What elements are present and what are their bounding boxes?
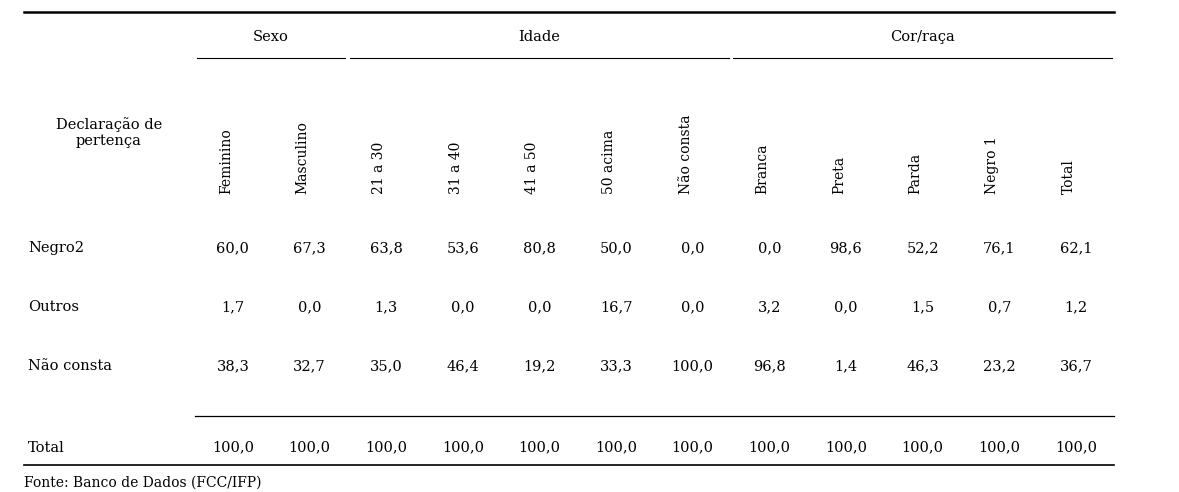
Text: 1,7: 1,7 (222, 301, 244, 314)
Text: Negro 1: Negro 1 (986, 136, 999, 194)
Text: 33,3: 33,3 (600, 359, 632, 373)
Text: 16,7: 16,7 (600, 301, 632, 314)
Text: Total: Total (28, 440, 65, 455)
Text: 0,0: 0,0 (528, 301, 551, 314)
Text: 52,2: 52,2 (907, 242, 938, 255)
Text: Masculino: Masculino (296, 122, 309, 194)
Text: 31 a 40: 31 a 40 (449, 142, 462, 194)
Text: 46,4: 46,4 (447, 359, 479, 373)
Text: 100,0: 100,0 (672, 359, 713, 373)
Text: 41 a 50: 41 a 50 (526, 142, 539, 194)
Text: 100,0: 100,0 (289, 440, 330, 455)
Text: 21 a 30: 21 a 30 (373, 142, 386, 194)
Text: Sexo: Sexo (253, 30, 289, 44)
Text: 0,0: 0,0 (835, 301, 857, 314)
Text: Negro2: Negro2 (28, 242, 84, 255)
Text: Cor/raça: Cor/raça (890, 30, 955, 44)
Text: 0,0: 0,0 (298, 301, 321, 314)
Text: 38,3: 38,3 (217, 359, 249, 373)
Text: Não consta: Não consta (679, 115, 692, 194)
Text: 100,0: 100,0 (749, 440, 790, 455)
Text: 100,0: 100,0 (902, 440, 943, 455)
Text: 19,2: 19,2 (523, 359, 555, 373)
Text: Idade: Idade (519, 30, 560, 44)
Text: Feminino: Feminino (219, 128, 232, 194)
Text: 50 acima: 50 acima (602, 130, 615, 194)
Text: 0,7: 0,7 (988, 301, 1010, 314)
Text: Não consta: Não consta (28, 359, 112, 373)
Text: 100,0: 100,0 (825, 440, 867, 455)
Text: 0,0: 0,0 (681, 242, 704, 255)
Text: 98,6: 98,6 (830, 242, 862, 255)
Text: 100,0: 100,0 (519, 440, 560, 455)
Text: 36,7: 36,7 (1060, 359, 1092, 373)
Text: 100,0: 100,0 (442, 440, 483, 455)
Text: 100,0: 100,0 (595, 440, 637, 455)
Text: Fonte: Banco de Dados (FCC/IFP): Fonte: Banco de Dados (FCC/IFP) (24, 476, 261, 490)
Text: 35,0: 35,0 (370, 359, 402, 373)
Text: 1,3: 1,3 (375, 301, 397, 314)
Text: 100,0: 100,0 (672, 440, 713, 455)
Text: 96,8: 96,8 (753, 359, 785, 373)
Text: 1,2: 1,2 (1065, 301, 1087, 314)
Text: 1,5: 1,5 (911, 301, 934, 314)
Text: 100,0: 100,0 (365, 440, 407, 455)
Text: 80,8: 80,8 (523, 242, 555, 255)
Text: Parda: Parda (909, 153, 922, 194)
Text: 76,1: 76,1 (983, 242, 1015, 255)
Text: 0,0: 0,0 (452, 301, 474, 314)
Text: 63,8: 63,8 (370, 242, 402, 255)
Text: 46,3: 46,3 (907, 359, 938, 373)
Text: Preta: Preta (832, 156, 845, 194)
Text: 23,2: 23,2 (983, 359, 1015, 373)
Text: 60,0: 60,0 (217, 242, 249, 255)
Text: 53,6: 53,6 (447, 242, 479, 255)
Text: Declaração de
pertença: Declaração de pertença (55, 117, 163, 148)
Text: 0,0: 0,0 (758, 242, 780, 255)
Text: 100,0: 100,0 (979, 440, 1020, 455)
Text: 32,7: 32,7 (294, 359, 325, 373)
Text: Outros: Outros (28, 301, 79, 314)
Text: 1,4: 1,4 (835, 359, 857, 373)
Text: Branca: Branca (756, 144, 769, 194)
Text: 100,0: 100,0 (212, 440, 253, 455)
Text: 100,0: 100,0 (1055, 440, 1096, 455)
Text: Total: Total (1062, 159, 1075, 194)
Text: 67,3: 67,3 (294, 242, 325, 255)
Text: 0,0: 0,0 (681, 301, 704, 314)
Text: 62,1: 62,1 (1060, 242, 1092, 255)
Text: 50,0: 50,0 (600, 242, 632, 255)
Text: 3,2: 3,2 (758, 301, 780, 314)
